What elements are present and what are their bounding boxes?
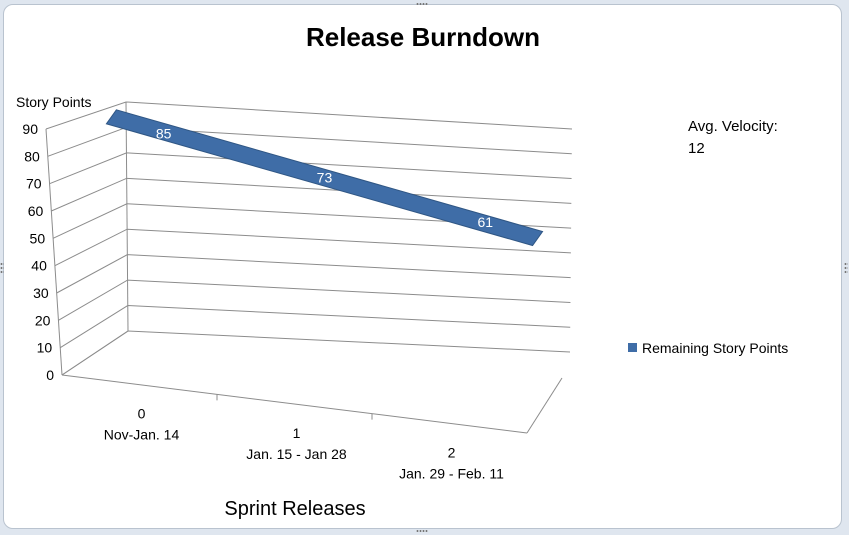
gridline xyxy=(51,177,572,212)
y-tick-label: 80 xyxy=(24,148,40,164)
resize-handle-right[interactable] xyxy=(844,262,848,274)
floor-left-edge xyxy=(61,330,129,376)
resize-handle-bottom[interactable] xyxy=(416,529,428,533)
y-tick-label: 20 xyxy=(35,312,51,328)
back-wall-edge xyxy=(125,101,129,332)
series-ribbon xyxy=(105,109,544,247)
data-label: 73 xyxy=(317,170,333,186)
y-tick-label: 40 xyxy=(31,258,47,274)
x-tick-label: Jan. 15 - Jan 28 xyxy=(246,446,347,462)
floor-right-edge xyxy=(526,377,563,434)
series-remaining-story-points: 85 73 61 xyxy=(105,109,544,247)
resize-handle-left[interactable] xyxy=(0,262,4,274)
gridline xyxy=(56,254,571,294)
y-tick-label: 60 xyxy=(28,203,44,219)
y-tick-label: 30 xyxy=(33,285,49,301)
axes: 0 10 20 30 40 50 60 70 80 90 0 Nov-Jan. 14 1 Jan. 15 … xyxy=(22,101,563,481)
data-label: 85 xyxy=(156,126,172,142)
avg-velocity-label: Avg. Velocity: xyxy=(688,118,778,135)
x-axis-line xyxy=(61,374,528,434)
legend: Remaining Story Points xyxy=(628,340,788,356)
legend-label: Remaining Story Points xyxy=(642,340,788,356)
x-tick-index-label: 0 xyxy=(138,406,146,422)
y-tick-label: 0 xyxy=(46,367,54,383)
avg-velocity-value: 12 xyxy=(688,140,705,157)
legend-swatch xyxy=(628,343,637,352)
gridline xyxy=(61,330,571,376)
x-tick-index-label: 2 xyxy=(448,444,456,460)
y-axis-line xyxy=(45,128,63,376)
gridlines xyxy=(45,101,573,376)
y-tick-label: 50 xyxy=(30,230,46,246)
x-tick-label: Nov-Jan. 14 xyxy=(104,427,180,443)
x-tick-label: Jan. 29 - Feb. 11 xyxy=(399,465,504,481)
data-label: 61 xyxy=(477,214,493,230)
x-axis-title: Sprint Releases xyxy=(224,498,365,520)
chart-area[interactable] xyxy=(3,4,842,529)
x-tick-index-label: 1 xyxy=(293,425,301,441)
gridline xyxy=(59,305,571,349)
y-axis-title: Story Points xyxy=(16,94,91,110)
chart-title: Release Burndown xyxy=(306,22,540,52)
y-tick-label: 90 xyxy=(22,121,38,137)
y-tick-label: 70 xyxy=(26,176,42,192)
y-tick-label: 10 xyxy=(37,340,53,356)
resize-handle-top[interactable] xyxy=(416,2,428,6)
